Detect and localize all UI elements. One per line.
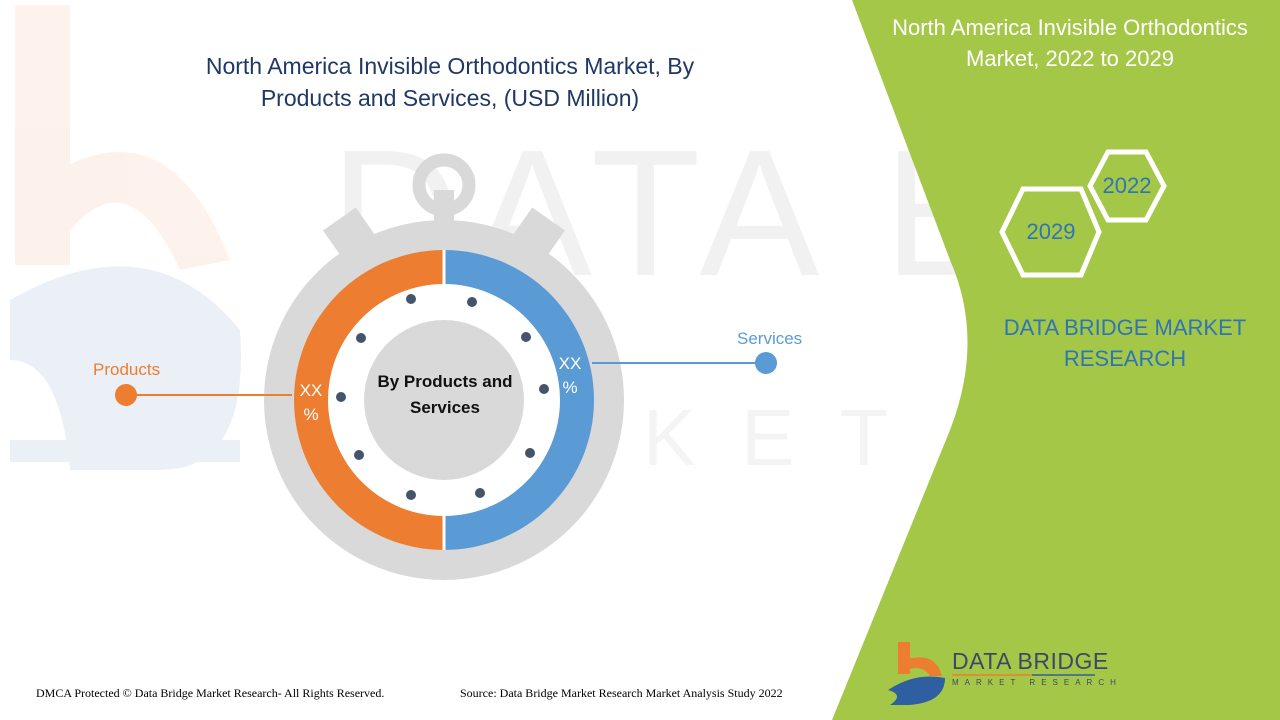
side-panel-background [832, 0, 1280, 720]
side-panel-title: North America Invisible Orthodontics Mar… [860, 12, 1280, 74]
chart-title-line1: North America Invisible Orthodontics Mar… [205, 53, 695, 79]
center-label-line1: By Products and [377, 372, 513, 391]
center-circle [364, 320, 524, 480]
data-bridge-logo-icon [888, 642, 945, 705]
brand-text: DATA BRIDGE MARKET RESEARCH [985, 312, 1265, 374]
services-percent-label: XX % [555, 352, 585, 400]
side-panel-title-line1: North America Invisible Orthodontics [892, 15, 1248, 40]
hex-year-2029: 2029 [1026, 219, 1076, 244]
legend-services: Services [737, 329, 803, 348]
dial-dots [336, 294, 549, 500]
center-label-line2: Services [410, 398, 480, 417]
logo-text: DATA BRIDGE [952, 648, 1109, 674]
hex-year-2022: 2022 [1102, 173, 1152, 198]
products-percent-label: XX % [296, 379, 326, 427]
side-panel-title-line2: Market, 2022 to 2029 [966, 46, 1174, 71]
donut-chart [294, 250, 594, 550]
services-marker-icon [755, 352, 777, 374]
legend-products: Products [93, 360, 161, 379]
products-marker-icon [115, 384, 137, 406]
chart-title-line2: Products and Services, (USD Million) [260, 85, 640, 111]
footer-source: Source: Data Bridge Market Research Mark… [460, 686, 783, 700]
brand-text-line2: RESEARCH [1063, 346, 1187, 371]
center-label: By Products and Services [365, 369, 525, 421]
services-pct-symbol: % [562, 378, 578, 397]
hexagon-2029-icon [999, 186, 1102, 278]
watermark-logo [10, 5, 241, 470]
products-pct-value: XX [299, 381, 323, 400]
products-pct-symbol: % [303, 405, 319, 424]
footer-copyright: DMCA Protected © Data Bridge Market Rese… [36, 686, 385, 700]
chart-title: North America Invisible Orthodontics Mar… [150, 50, 750, 114]
logo-subtext: MARKET RESEARCH [952, 678, 1122, 687]
brand-text-line1: DATA BRIDGE MARKET [1003, 315, 1247, 340]
services-pct-value: XX [558, 354, 582, 373]
hexagon-2022-icon [1087, 149, 1167, 223]
